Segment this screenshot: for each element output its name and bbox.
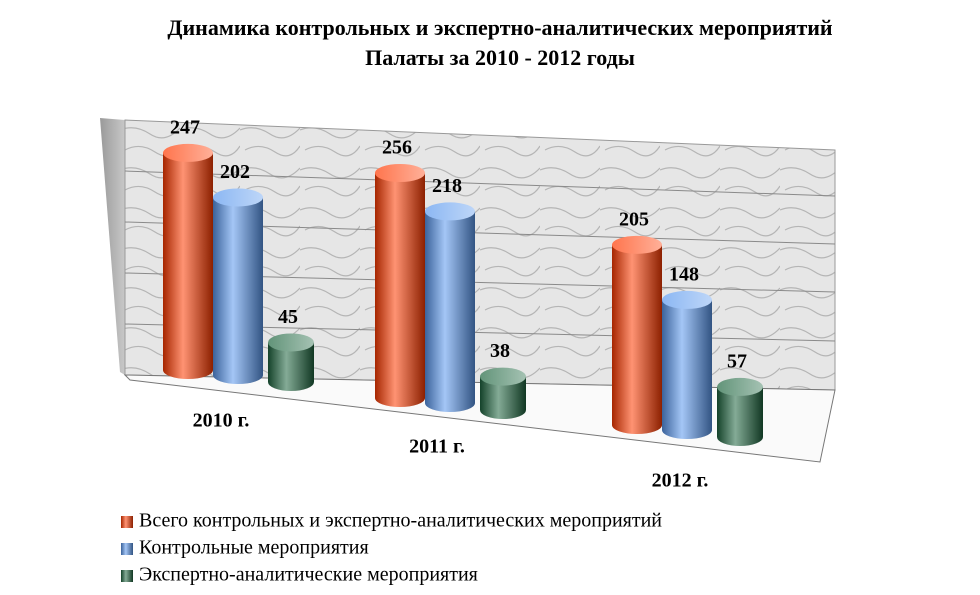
cylinder: [163, 143, 213, 379]
legend-marker: [121, 516, 133, 528]
cylinder-body: [375, 173, 425, 398]
cylinder-top: [163, 143, 213, 162]
cylinder: [662, 290, 712, 439]
data-label: 57: [727, 350, 747, 372]
data-label: 205: [619, 208, 649, 230]
legend-label: Всего контрольных и экспертно-аналитичес…: [139, 510, 662, 532]
x-tick-label: 2010 г.: [193, 410, 250, 432]
cylinder: [480, 367, 526, 419]
cylinder: [717, 377, 763, 446]
cylinder-body: [662, 299, 712, 430]
cylinder-top: [662, 290, 712, 309]
cylinder: [425, 202, 475, 412]
cylinder: [612, 235, 662, 434]
data-label: 38: [490, 340, 510, 362]
cylinder-body: [163, 152, 213, 370]
cylinder-top: [717, 377, 763, 396]
legend-label: Экспертно-аналитические мероприятия: [139, 564, 478, 586]
cylinder-top: [375, 164, 425, 182]
legend-marker: [121, 570, 133, 582]
cylinder: [213, 188, 263, 384]
cylinder-top: [425, 202, 475, 221]
legend-label: Контрольные мероприятия: [139, 537, 369, 559]
data-label: 45: [278, 306, 298, 328]
x-tick-label: 2012 г.: [652, 470, 709, 492]
cylinder-top: [213, 188, 263, 207]
x-tick-label: 2011 г.: [409, 436, 465, 458]
wall-line: [124, 170, 836, 197]
data-label: 247: [170, 117, 200, 139]
data-label: 256: [382, 137, 412, 159]
data-label: 202: [220, 161, 250, 183]
chart-title: Палаты за 2010 - 2012 годы: [365, 45, 635, 70]
cylinder-top: [612, 235, 662, 254]
cylinder: [268, 333, 314, 391]
cylinder-body: [213, 197, 263, 375]
cylinder-top: [268, 333, 314, 352]
cylinder-top: [480, 367, 526, 386]
cylinder-body: [425, 211, 475, 403]
legend-marker: [121, 543, 133, 555]
cylinder-body: [612, 244, 662, 425]
chart-title: Динамика контрольных и экспертно-аналити…: [167, 15, 833, 40]
data-label: 218: [432, 175, 462, 197]
side-wall: [100, 118, 125, 375]
cylinder: [375, 164, 425, 407]
data-label: 148: [669, 264, 699, 286]
